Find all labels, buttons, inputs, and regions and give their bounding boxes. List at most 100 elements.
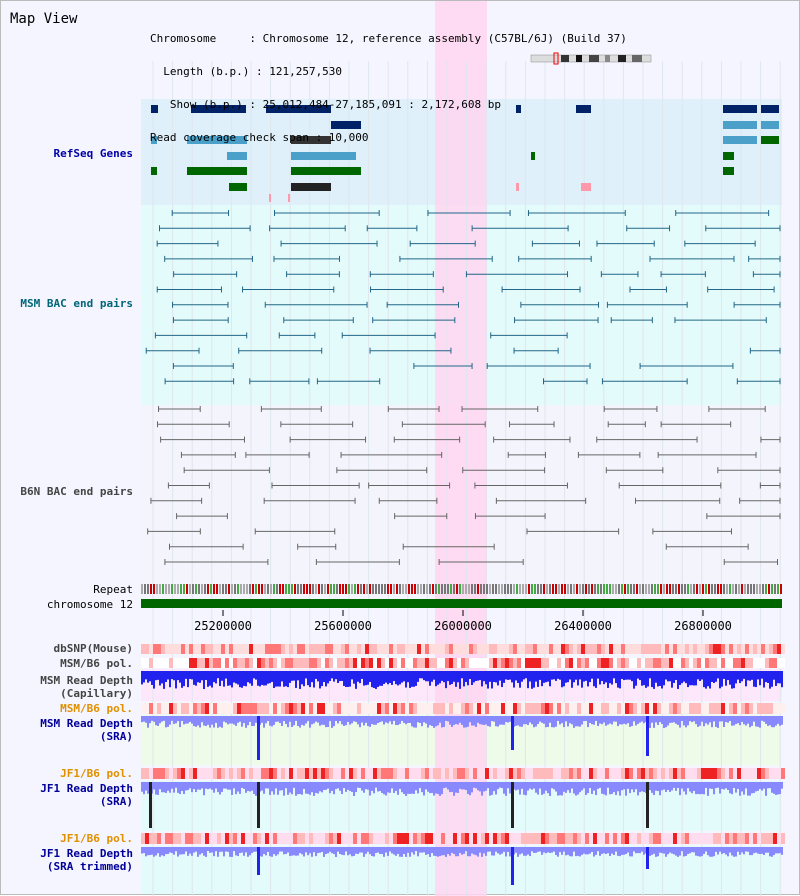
jf1-pol-cell [429,768,433,779]
msm-depth-cap-bar [339,671,341,682]
msm-depth-cap-bar [465,671,467,683]
track-label-msm-depth-cap-1[interactable]: MSM Read Depth [40,674,133,687]
jf1-depth-trim-bar [343,847,345,856]
msm-depth-sra-bar [289,716,291,722]
repeat-segment [357,584,359,594]
msm-depth-cap-bar [147,671,149,683]
dbsnp-cell [721,644,725,654]
msm-pol-cell [193,658,197,668]
dbsnp-cell [289,644,293,654]
track-label-msm-bac[interactable]: MSM BAC end pairs [20,297,133,310]
jf1-depth-sra-bar [727,782,729,790]
gene-exon [761,121,779,129]
msm-depth-cap-bar [557,671,559,679]
msm-depth-sra-bar [621,716,623,725]
msm-depth-cap-bar [321,671,323,687]
dbsnp-cell [377,644,381,654]
track-label-b6n-bac[interactable]: B6N BAC end pairs [20,485,133,498]
ideogram-band [576,55,582,62]
msm-pol-cell-2 [245,703,249,714]
jf1-depth-sra-bar [521,782,523,789]
msm-depth-cap-bar [457,671,459,683]
track-label-jf1-b6-pol-1[interactable]: JF1/B6 pol. [60,767,133,780]
repeat-segment [354,584,356,594]
jf1-depth-sra-bar [577,782,579,795]
jf1-depth-sra-bar [423,782,425,796]
msm-depth-sra-bar [499,716,501,725]
msm-pol-cell-2 [661,703,665,714]
msm-pol-cell-2 [597,703,601,714]
jf1-depth-sra-bar-spike [149,782,152,828]
jf1-depth-sra-bar [729,782,731,794]
msm-depth-cap-bar [335,671,337,680]
jf1-depth-trim-bar [531,847,533,852]
jf1-depth-sra-bar [745,782,747,789]
jf1-pol-cell-2 [269,833,273,844]
jf1-depth-trim-bar [523,847,525,856]
jf1-depth-trim-bar [477,847,479,857]
msm-depth-sra-bar [695,716,697,725]
msm-depth-sra-bar [255,716,257,723]
jf1-depth-sra-bar [751,782,753,794]
msm-pol-cell [321,658,325,668]
jf1-depth-sra-bar [667,782,669,790]
msm-pol-cell [409,658,413,668]
jf1-depth-sra-bar [733,782,735,788]
jf1-pol-cell [269,768,273,779]
info-coverage-span: Read coverage check span : 10,000 [150,131,369,144]
jf1-depth-trim-bar [143,847,145,854]
track-label-msm-b6-pol-2[interactable]: MSM/B6 pol. [60,702,133,715]
track-label-jf1-depth-sra-1[interactable]: JF1 Read Depth [40,782,133,795]
track-label-msm-depth-sra-1[interactable]: MSM Read Depth [40,717,133,730]
msm-pol-cell-2 [237,703,241,714]
msm-depth-sra-bar [185,716,187,724]
track-label-jf1-b6-pol-2[interactable]: JF1/B6 pol. [60,832,133,845]
track-label-repeat[interactable]: Repeat [93,583,133,596]
jf1-depth-trim-bar [699,847,701,857]
repeat-segment [669,584,671,594]
msm-depth-sra-bar [497,716,499,727]
jf1-depth-sra-bar [401,782,403,793]
track-label-refseq[interactable]: RefSeq Genes [53,147,133,160]
track-label-dbsnp[interactable]: dbSNP(Mouse) [53,642,133,655]
msm-depth-cap-bar [583,671,585,682]
msm-depth-sra-bar [691,716,693,723]
msm-depth-sra-bar [479,716,481,725]
repeat-segment [459,584,461,594]
repeat-segment [219,584,221,594]
msm-depth-cap-bar [509,671,511,680]
dbsnp-cell [297,644,301,654]
jf1-depth-trim-bar [263,847,265,855]
jf1-pol-cell-2 [313,833,317,844]
jf1-pol-cell-2 [577,833,581,844]
jf1-pol-cell-2 [405,833,409,844]
jf1-depth-trim-bar [273,847,275,855]
msm-pol-cell-2 [277,703,281,714]
msm-depth-sra-bar [535,716,537,727]
jf1-depth-trim-bar [505,847,507,857]
jf1-depth-trim-bar [377,847,379,853]
jf1-pol-cell-2 [673,833,677,844]
jf1-depth-trim-bar [771,847,773,857]
track-label-chromosome[interactable]: chromosome 12 [46,598,133,611]
gene-exon [723,152,734,160]
msm-depth-sra-bar [357,716,359,725]
track-label-jf1-depth-trim-1[interactable]: JF1 Read Depth [40,847,133,860]
msm-depth-cap-bar [625,671,627,680]
msm-depth-sra-bar [443,716,445,727]
jf1-depth-trim-bar [631,847,633,857]
msm-depth-sra-bar [477,716,479,723]
jf1-pol-cell-2 [645,833,649,844]
msm-depth-cap-bar [639,671,641,681]
msm-pol-cell [253,658,257,668]
jf1-depth-sra-bar [379,782,381,792]
repeat-segment [363,584,365,594]
jf1-pol-cell [285,768,289,779]
msm-depth-sra-bar [527,716,529,726]
track-label-msm-b6-pol-1[interactable]: MSM/B6 pol. [60,657,133,670]
msm-pol-cell-2 [673,703,677,714]
jf1-depth-sra-bar [291,782,293,795]
jf1-pol-cell-2 [437,833,441,844]
msm-pol-cell [697,658,701,668]
msm-depth-cap-bar [249,671,251,684]
